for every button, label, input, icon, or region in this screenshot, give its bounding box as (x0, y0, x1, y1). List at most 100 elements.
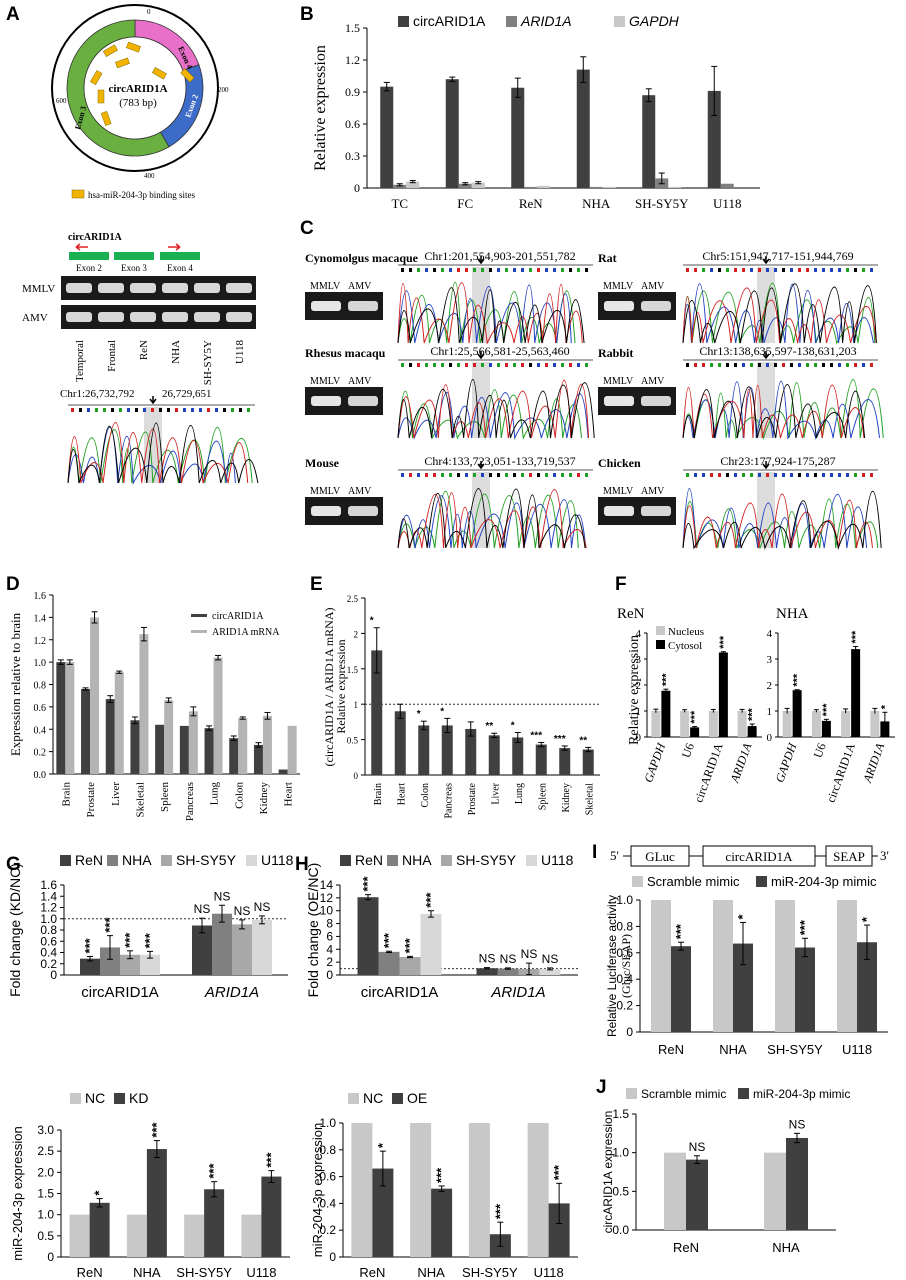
legend-swatch (348, 1093, 359, 1104)
x-tick-label: Skeletal (584, 783, 595, 815)
x-tick-label: Liver (490, 782, 501, 804)
panel-letter-H: H (295, 854, 309, 875)
legend-label: KD (129, 1090, 148, 1106)
bar-nucleus (782, 711, 792, 737)
base-call (585, 473, 588, 477)
bar-ARID1A mRNA (164, 700, 174, 774)
legend-label: U118 (261, 852, 294, 868)
y-tick-label: 0.6 (40, 934, 57, 948)
base-call (710, 268, 713, 272)
seap-box (825, 845, 873, 867)
base-call (457, 473, 460, 477)
chromatogram-label: Chr1:26,732,792 (60, 388, 135, 400)
base-call (87, 408, 90, 412)
y-tick-label: 1.4 (40, 889, 57, 903)
binding-site (115, 57, 130, 69)
base-call (854, 268, 857, 272)
gel-label: AMV (641, 486, 665, 497)
base-call (489, 473, 492, 477)
bar-ARID1A (720, 183, 734, 188)
bar-ARID1A mRNA (262, 715, 272, 774)
legend-label: SH-SY5Y (176, 852, 237, 868)
gel-band (130, 312, 156, 322)
x-tick-label: circARID1A (691, 741, 725, 804)
legend-label: Nucleus (668, 626, 704, 638)
base-call (798, 473, 801, 477)
bar-ARID1A (393, 184, 407, 188)
circ-box (702, 845, 816, 867)
base-call (159, 408, 162, 412)
base-call (726, 268, 729, 272)
base-call (585, 268, 588, 272)
bar-NC (69, 1214, 90, 1257)
trace (682, 381, 880, 440)
bar-circARID1A (380, 86, 394, 188)
gel-band (130, 283, 156, 293)
base-call (119, 408, 122, 412)
base-call (758, 268, 761, 272)
y-tick-label: 2 (767, 680, 773, 692)
x-tick-label: U118 (534, 1265, 564, 1280)
significance-stars: ** (485, 721, 493, 732)
base-call (489, 363, 492, 367)
bar-Scramble mimic (651, 900, 671, 1032)
y-tick-label: 0 (326, 968, 333, 982)
significance-stars: *** (821, 703, 833, 717)
base-call (207, 408, 210, 412)
significance-stars: * (859, 916, 874, 922)
base-call (758, 363, 761, 367)
base-call (505, 363, 508, 367)
construct-5prime: 5' (610, 848, 619, 863)
base-call (686, 268, 689, 272)
y-axis-label: Relative Luciferase activity (605, 895, 619, 1037)
legend-swatch (441, 855, 452, 866)
base-call (191, 408, 194, 412)
base-call (718, 473, 721, 477)
base-call (766, 473, 769, 477)
base-call (199, 408, 202, 412)
bar-circARID1A (155, 724, 165, 774)
panel-letter-C: C (300, 218, 314, 239)
y-axis-label: Relative expression (627, 635, 642, 745)
gel-band (162, 283, 188, 293)
significance-stars: *** (689, 710, 701, 724)
base-call (223, 408, 226, 412)
trace (397, 282, 576, 344)
bar-circARID1A (229, 738, 239, 774)
base-call (838, 473, 841, 477)
bar-ReN (80, 958, 100, 975)
species-name: Rabbit (598, 346, 633, 360)
circle-outline (51, 4, 219, 172)
x-tick-label: Brain (60, 782, 72, 807)
x-tick-label: NHA (772, 1240, 800, 1255)
base-call (409, 473, 412, 477)
significance-stars: *** (718, 635, 730, 649)
x-tick-label: circARID1A (361, 984, 439, 1001)
base-call (497, 268, 500, 272)
trace (682, 491, 882, 550)
x-tick-label: ReN (77, 1265, 103, 1280)
gel-band (311, 506, 341, 516)
bar-OE (372, 1168, 394, 1257)
base-call (481, 473, 484, 477)
bar-NHA (378, 951, 400, 975)
bar-circARID1A (179, 725, 189, 774)
x-tick-label: NHA (133, 1265, 161, 1280)
construct-3prime: 3' (880, 848, 889, 863)
bar-Scramble mimic (837, 900, 857, 1032)
significance-stars: *** (122, 932, 137, 948)
significance-stars: * (375, 1142, 390, 1148)
significance-stars: *** (551, 1164, 566, 1180)
subplot-title: ReN (617, 606, 645, 622)
base-call (449, 473, 452, 477)
chromatogram-2 (397, 461, 593, 549)
y-axis-label-2: (Gluc/SEAP) (619, 934, 633, 998)
exon-box-label: Exon 2 (76, 263, 102, 273)
base-call (417, 473, 420, 477)
bar-nucleus (651, 711, 661, 737)
bar-ARID1A mRNA (114, 672, 124, 774)
trace (397, 491, 579, 549)
significance-stars: *** (530, 730, 542, 741)
legend-label: ReN (75, 852, 103, 868)
y-tick-label: 0.4 (319, 1196, 336, 1210)
